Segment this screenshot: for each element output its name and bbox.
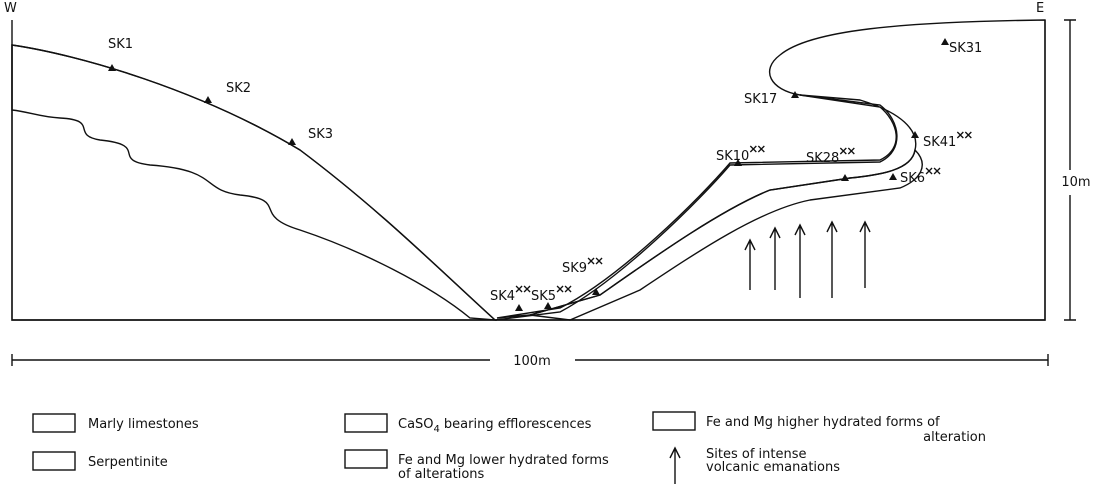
horizontal-scale: 100m bbox=[513, 354, 550, 369]
legend-label: Fe and Mg lower hydrated forms bbox=[398, 453, 609, 468]
emanation-marker bbox=[557, 286, 563, 292]
frame bbox=[12, 20, 1045, 320]
emanation-arrows bbox=[745, 222, 870, 298]
emanation-marker bbox=[524, 286, 530, 292]
sample-label: SK9 bbox=[562, 261, 587, 276]
legend-label: CaSO4 bearing efflorescences bbox=[398, 417, 592, 435]
legend-label: volcanic emanations bbox=[706, 460, 840, 475]
sample-site bbox=[288, 138, 296, 145]
emanation-marker bbox=[750, 146, 756, 152]
marly-limestone bbox=[12, 45, 495, 320]
sample-label: SK41 bbox=[923, 135, 956, 150]
sample-label: SK10 bbox=[716, 149, 749, 164]
lower-hydrated bbox=[497, 95, 916, 318]
scale-bars: 100m 10m bbox=[12, 20, 1091, 369]
sample-site bbox=[515, 304, 523, 311]
east: E bbox=[1036, 1, 1044, 16]
west: W bbox=[4, 1, 17, 16]
emanation-marker bbox=[840, 148, 846, 154]
vertical-scale: 10m bbox=[1061, 175, 1090, 190]
emanation-marker bbox=[596, 258, 602, 264]
caso4-efflorescences bbox=[12, 45, 495, 320]
sample-label: SK3 bbox=[308, 127, 333, 142]
emanation-marker bbox=[565, 286, 571, 292]
text: bearing efflorescences bbox=[444, 417, 592, 432]
sample-label: SK31 bbox=[949, 41, 982, 56]
legend-label: Serpentinite bbox=[88, 455, 168, 470]
sample-label: SK6 bbox=[900, 171, 925, 186]
sample-site bbox=[204, 96, 212, 103]
emanation-marker bbox=[934, 168, 940, 174]
legend-label: Marly limestones bbox=[88, 417, 199, 432]
sample-label: SK1 bbox=[108, 37, 133, 52]
legend-label: of alterations bbox=[398, 467, 485, 482]
sample-label: SK17 bbox=[744, 92, 777, 107]
legend-label: Fe and Mg higher hydrated forms of bbox=[706, 415, 940, 430]
emanation-marker bbox=[588, 258, 594, 264]
subscript: 4 bbox=[434, 424, 440, 435]
emanation-marker bbox=[926, 168, 932, 174]
section bbox=[12, 20, 1045, 320]
emanation-marker bbox=[516, 286, 522, 292]
emanation-marker bbox=[957, 132, 963, 138]
emanation-marker bbox=[758, 146, 764, 152]
cross-section: W E SK1 SK2 SK3 SK4 SK5 SK9 SK10 SK17 SK28 SK31 SK… bbox=[0, 0, 1101, 486]
sample-label: SK2 bbox=[226, 81, 251, 96]
legend: Marly limestones Serpentinite CaSO4 beari… bbox=[33, 412, 986, 484]
sample-site bbox=[841, 174, 849, 181]
sample-label: SK28 bbox=[806, 151, 839, 166]
legend-label: alteration bbox=[923, 430, 986, 445]
emanation-marker bbox=[965, 132, 971, 138]
formula: CaSO bbox=[398, 417, 434, 432]
emanation-marker bbox=[848, 148, 854, 154]
sample-label: SK4 bbox=[490, 289, 515, 304]
sample-site bbox=[889, 173, 897, 180]
sample-site bbox=[941, 38, 949, 45]
sample-label: SK5 bbox=[531, 289, 556, 304]
